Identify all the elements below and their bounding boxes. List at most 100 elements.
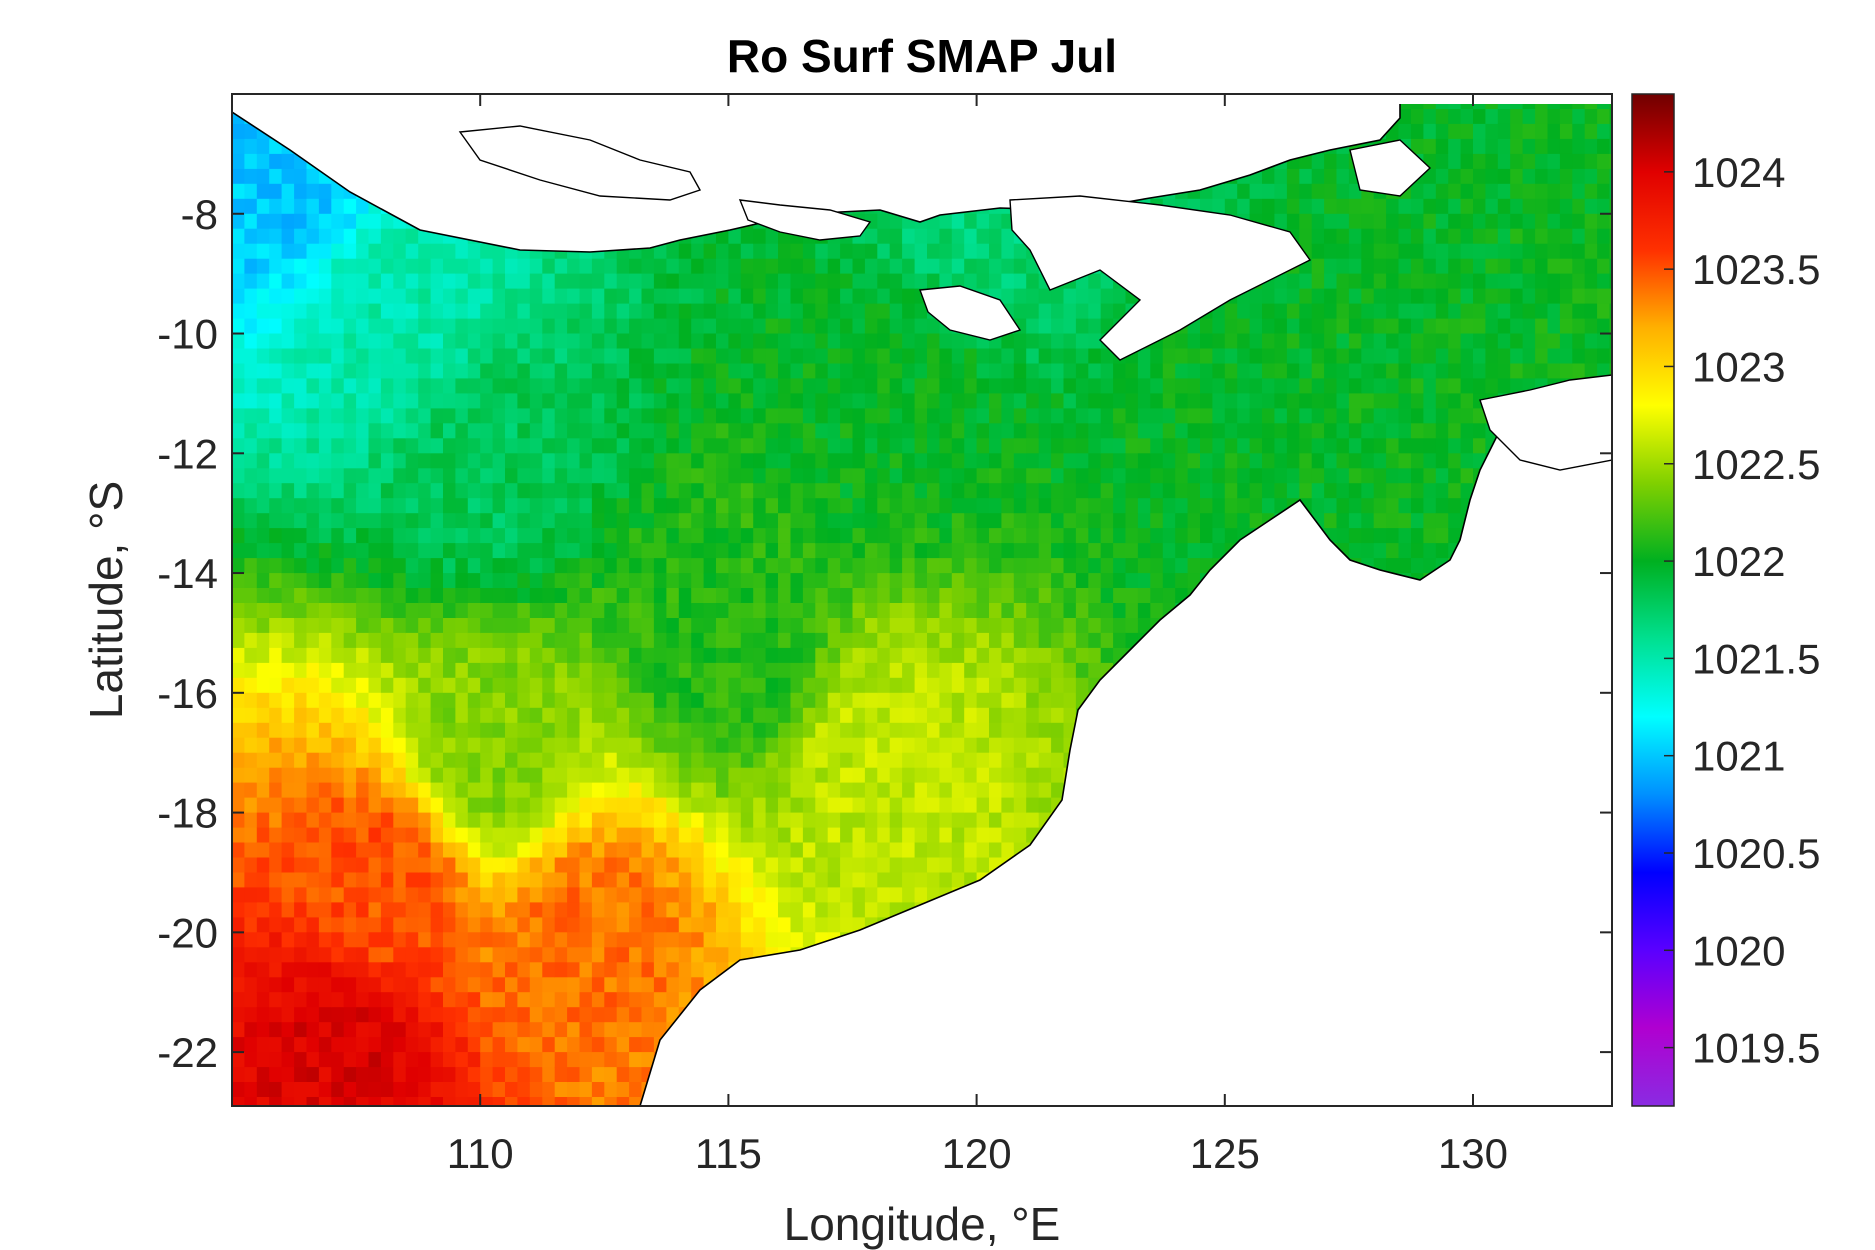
heat-cell — [827, 752, 841, 769]
heat-cell — [1026, 812, 1040, 829]
heat-cell — [1001, 632, 1015, 649]
heat-cell — [864, 752, 878, 769]
heat-cell — [455, 603, 469, 619]
heat-cell — [653, 453, 667, 469]
heat-cell — [877, 737, 891, 754]
heat-cell — [827, 543, 841, 559]
heat-cell — [864, 677, 878, 694]
heat-cell — [269, 1067, 283, 1083]
heat-cell — [790, 423, 804, 439]
heat-cell — [678, 782, 692, 799]
heat-cell — [815, 318, 829, 335]
heat-cell — [629, 1097, 643, 1106]
heat-cell — [356, 573, 370, 589]
heat-cell — [939, 468, 953, 484]
heat-cell — [1137, 483, 1151, 499]
heat-cell — [368, 797, 382, 814]
heat-cell — [629, 363, 643, 380]
heat-cell — [343, 902, 357, 918]
heat-cell — [653, 468, 667, 484]
heat-cell — [492, 348, 506, 365]
heat-cell — [467, 618, 481, 634]
heat-cell — [343, 917, 357, 933]
heat-cell — [505, 737, 518, 754]
heat-cell — [529, 632, 543, 649]
heat-cell — [703, 902, 717, 918]
heat-cell — [927, 737, 940, 754]
heat-cell — [331, 1037, 345, 1053]
heat-cell — [864, 408, 878, 424]
heat-cell — [281, 333, 295, 350]
heat-cell — [579, 423, 593, 439]
heat-cell — [318, 573, 332, 589]
heat-cell — [529, 872, 543, 889]
heat-cell — [331, 228, 345, 245]
heat-cell — [765, 603, 779, 619]
heat-cell — [840, 782, 854, 799]
heat-cell — [914, 827, 928, 844]
heat-cell — [356, 438, 370, 454]
heat-cell — [877, 722, 891, 739]
heat-cell — [790, 453, 804, 469]
heat-cell — [1026, 498, 1040, 514]
heat-cell — [802, 692, 816, 709]
heat-cell — [505, 453, 518, 469]
heat-cell — [380, 812, 394, 829]
heat-cell — [864, 647, 878, 664]
heat-cell — [368, 453, 382, 469]
heat-cell — [889, 842, 903, 859]
heat-cell — [815, 528, 829, 544]
heat-cell — [964, 483, 978, 499]
heat-cell — [740, 827, 754, 844]
heat-cell — [902, 722, 916, 739]
heat-cell — [976, 558, 990, 574]
heat-cell — [877, 842, 891, 859]
heat-cell — [430, 887, 444, 903]
heat-cell — [430, 707, 444, 724]
heat-cell — [467, 483, 481, 499]
heat-cell — [244, 543, 258, 559]
heat-cell — [864, 588, 878, 604]
heat-cell — [877, 303, 891, 320]
heat-cell — [505, 677, 518, 694]
heat-cell — [1001, 827, 1015, 844]
heat-cell — [418, 258, 432, 275]
heat-cell — [1113, 513, 1127, 529]
heat-cell — [269, 378, 283, 394]
heat-cell — [815, 273, 829, 290]
heat-cell — [542, 618, 556, 634]
heat-cell — [244, 258, 258, 275]
heat-cell — [393, 483, 407, 499]
heat-cell — [505, 692, 518, 709]
heat-cell — [666, 528, 680, 544]
heat-cell — [728, 303, 742, 320]
heat-cell — [505, 588, 518, 604]
heat-cell — [653, 722, 667, 739]
heat-cell — [306, 363, 320, 380]
heat-cell — [443, 1052, 456, 1068]
heat-cell — [827, 393, 841, 409]
heat-cell — [356, 887, 370, 903]
heat-cell — [1113, 498, 1127, 514]
heat-cell — [467, 812, 481, 829]
heat-cell — [443, 827, 456, 844]
heat-cell — [318, 558, 332, 574]
heat-cell — [840, 917, 854, 933]
heat-cell — [1088, 438, 1102, 454]
heat-cell — [567, 468, 581, 484]
heat-cell — [753, 438, 767, 454]
heat-cell — [604, 528, 618, 544]
heat-cell — [604, 588, 618, 604]
heat-cell — [591, 528, 605, 544]
heat-cell — [281, 183, 295, 200]
heat-cell — [840, 752, 854, 769]
heat-cell — [430, 962, 444, 978]
heat-cell — [232, 543, 245, 559]
heat-cell — [678, 917, 692, 933]
heat-cell — [418, 647, 432, 664]
heat-cell — [567, 453, 581, 469]
heat-cell — [256, 932, 270, 948]
heat-cell — [864, 767, 878, 784]
heat-cell — [393, 588, 407, 604]
heat-cell — [765, 318, 779, 335]
